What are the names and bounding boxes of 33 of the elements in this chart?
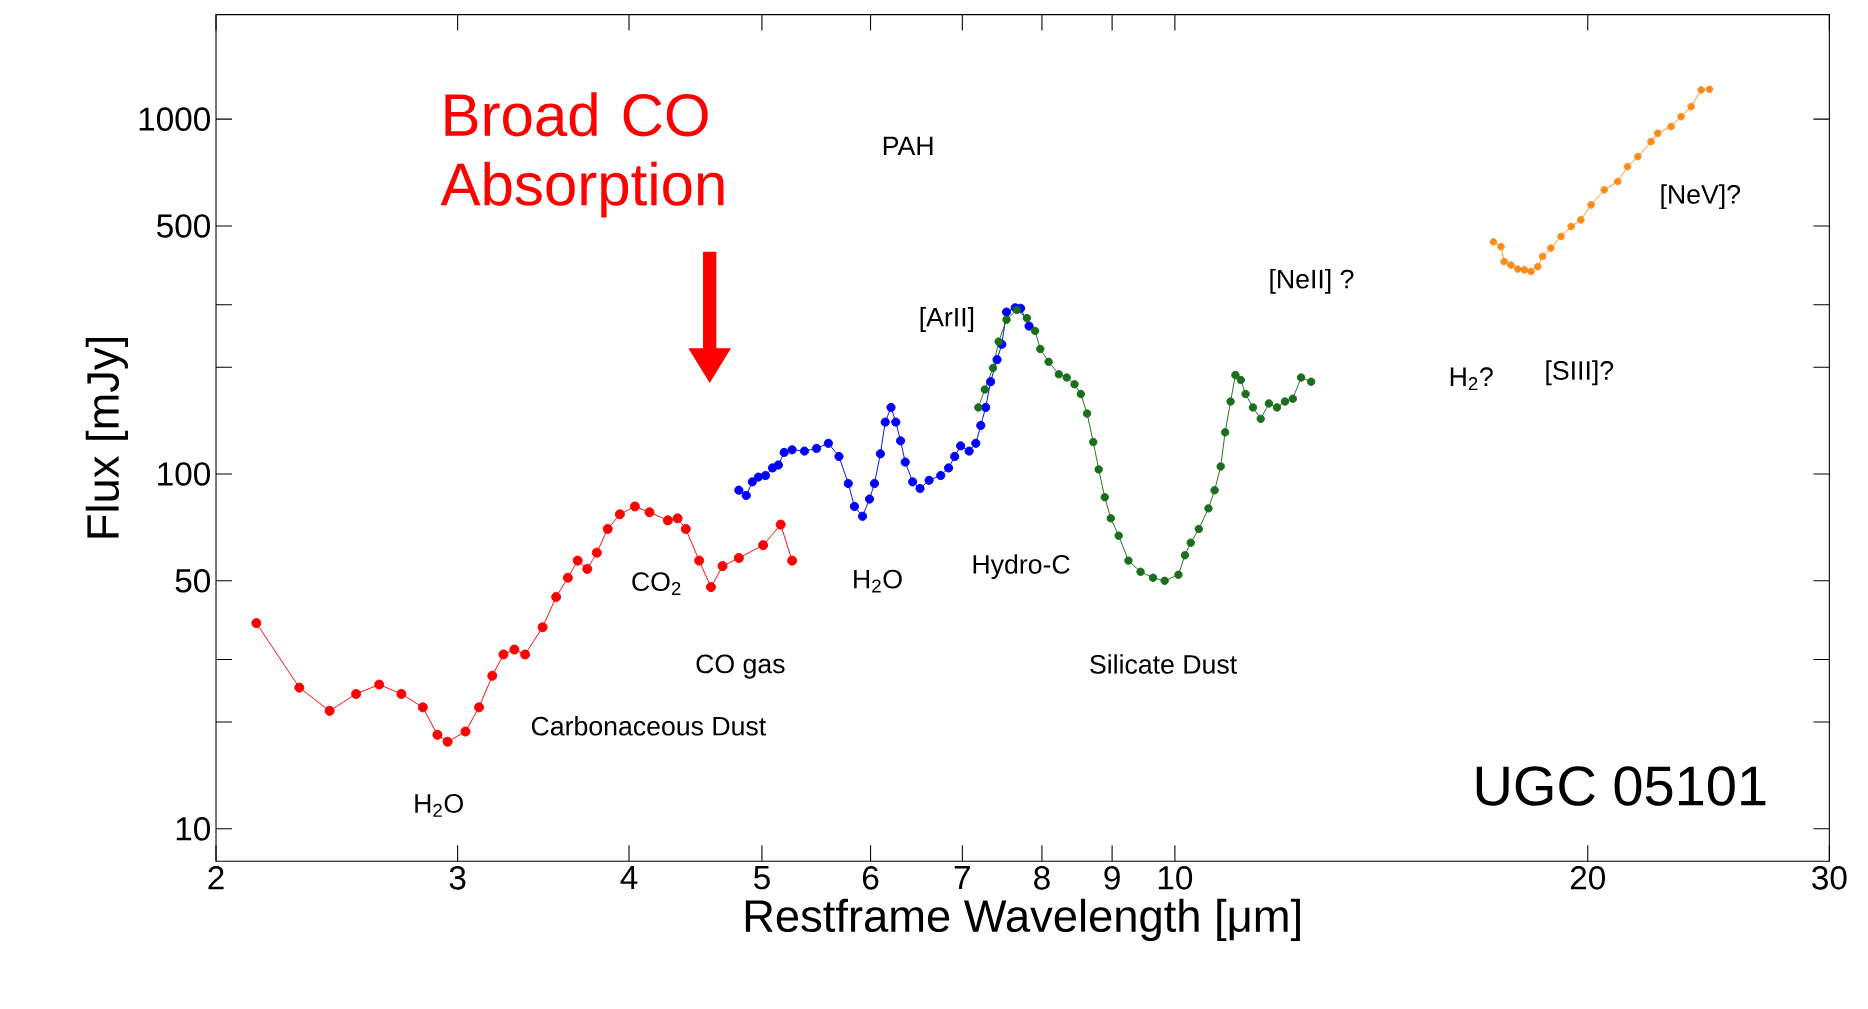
x-tick-label: 10 [1158,865,1193,890]
y-tick-label: 100 [158,462,210,486]
text: UGC 05101 [1476,766,1766,806]
annotation: Silicate Dust [1090,654,1237,674]
x-tick-label: 7 [954,865,970,889]
annotation: [NeII] ? [1270,268,1354,294]
annotation: [NeV]? [1661,184,1741,209]
x-axis-title: Restframe Wavelength [μm] [745,898,1300,941]
annotation: H$_{2}$O [415,793,463,817]
y-axis-title: Flux [mJy] [85,337,128,538]
y-tick-label: 10 [176,816,210,841]
x-tick-label: 2 [208,865,224,890]
annotation: [ArII] [920,306,974,332]
x-tick-label: 8 [1034,865,1050,890]
annotation: H$_{2}$? [1450,367,1493,390]
annotation: Carbonaceous Dust [531,715,766,736]
annotation: CO$_{2}$ [632,572,681,595]
annotation: [SIII]? [1546,360,1614,386]
x-tick-label: 9 [1104,865,1120,890]
annotation: Broad CO Absorption [440,92,724,218]
annotation: PAH [883,136,933,155]
y-tick-label: 1000 [139,107,210,131]
annotation: CO gas [696,654,785,679]
x-tick-label: 3 [449,865,466,890]
x-tick-label: 30 [1812,865,1847,890]
annotation: Hydro-C [973,554,1070,579]
x-tick-label: 20 [1570,865,1605,890]
annotation: H$_{2}$O [854,569,902,593]
y-tick-label: 50 [175,568,210,593]
x-tick-label: 6 [862,865,879,890]
x-tick-label: 5 [754,865,770,890]
x-tick-label: 4 [620,865,638,889]
y-tick-label: 500 [157,213,210,238]
